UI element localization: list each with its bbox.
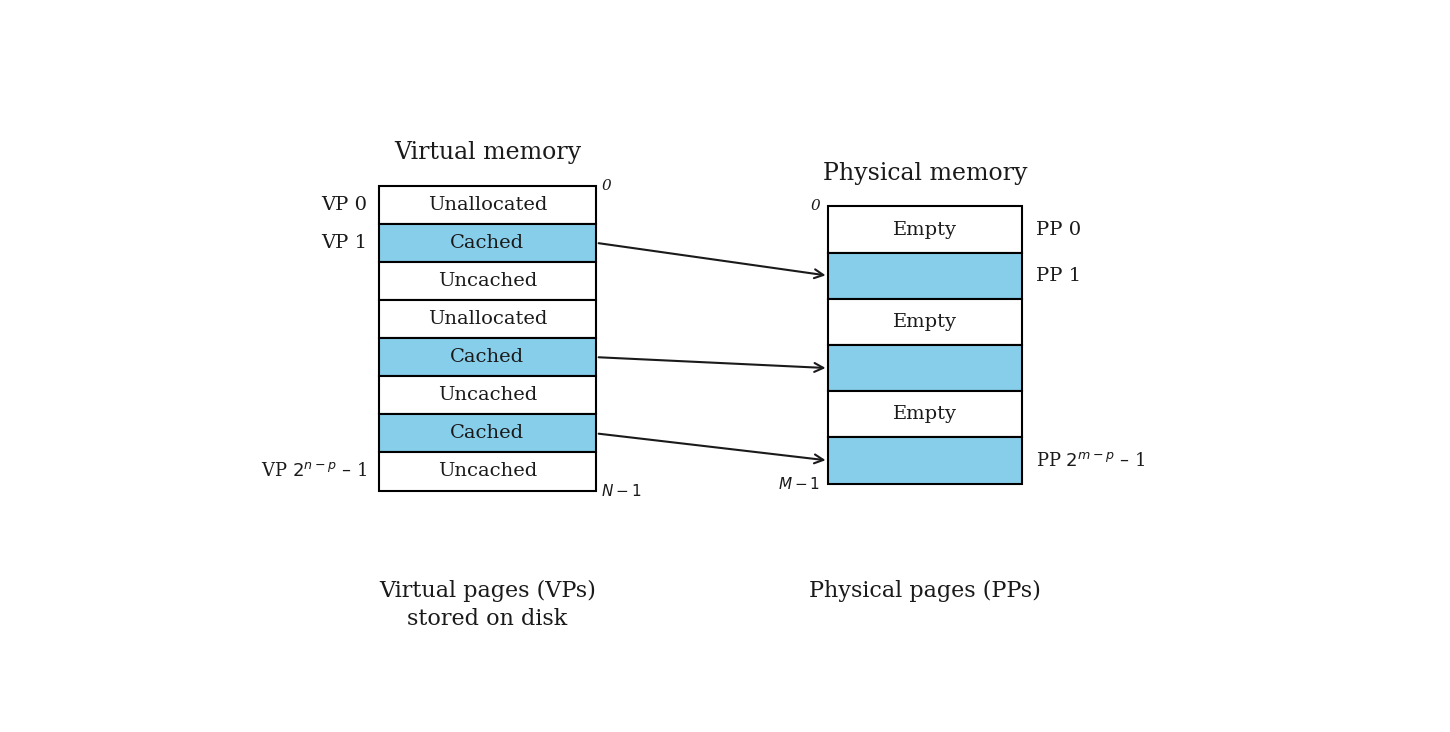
Bar — [378, 376, 596, 414]
Text: Cached: Cached — [451, 425, 525, 442]
Bar — [378, 186, 596, 224]
Text: Empty: Empty — [893, 220, 957, 239]
Text: Uncached: Uncached — [438, 386, 536, 404]
Text: Empty: Empty — [893, 406, 957, 423]
Text: Cached: Cached — [451, 234, 525, 252]
Bar — [378, 262, 596, 300]
Bar — [828, 299, 1022, 345]
Bar — [378, 338, 596, 376]
Bar — [378, 224, 596, 262]
Bar — [378, 414, 596, 452]
Bar — [378, 452, 596, 490]
Text: PP 1: PP 1 — [1037, 266, 1082, 285]
Text: VP $2^{n-p}$ – 1: VP $2^{n-p}$ – 1 — [261, 463, 367, 480]
Bar — [828, 253, 1022, 299]
Text: VP 1: VP 1 — [322, 234, 367, 252]
Text: PP 0: PP 0 — [1037, 220, 1082, 239]
Text: VP 0: VP 0 — [322, 195, 367, 214]
Text: Virtual pages (VPs): Virtual pages (VPs) — [378, 580, 596, 602]
Text: stored on disk: stored on disk — [407, 608, 567, 630]
Text: PP $2^{m-p}$ – 1: PP $2^{m-p}$ – 1 — [1037, 452, 1146, 469]
Text: Empty: Empty — [893, 313, 957, 331]
Text: Uncached: Uncached — [438, 463, 536, 480]
Bar — [378, 300, 596, 338]
Text: 0: 0 — [602, 179, 610, 193]
Text: Unallocated: Unallocated — [428, 195, 547, 214]
Text: 0: 0 — [811, 199, 821, 214]
Text: $N-1$: $N-1$ — [602, 482, 642, 498]
Bar — [828, 391, 1022, 438]
Text: Physical pages (PPs): Physical pages (PPs) — [809, 580, 1041, 602]
Text: Virtual memory: Virtual memory — [394, 141, 581, 164]
Text: Uncached: Uncached — [438, 272, 536, 290]
Text: Cached: Cached — [451, 348, 525, 366]
Bar — [828, 345, 1022, 391]
Bar — [828, 206, 1022, 253]
Text: Physical memory: Physical memory — [824, 162, 1028, 185]
Text: Unallocated: Unallocated — [428, 310, 547, 328]
Bar — [828, 438, 1022, 484]
Text: $M-1$: $M-1$ — [779, 476, 821, 492]
